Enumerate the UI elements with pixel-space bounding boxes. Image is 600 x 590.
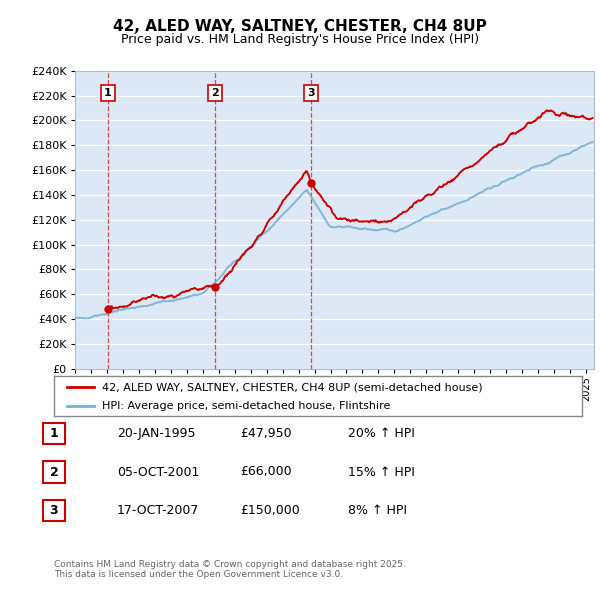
Text: 17-OCT-2007: 17-OCT-2007 bbox=[117, 504, 199, 517]
Text: Contains HM Land Registry data © Crown copyright and database right 2025.
This d: Contains HM Land Registry data © Crown c… bbox=[54, 560, 406, 579]
Text: 3: 3 bbox=[307, 88, 315, 98]
Text: 20% ↑ HPI: 20% ↑ HPI bbox=[348, 427, 415, 440]
Text: 1: 1 bbox=[104, 88, 112, 98]
Text: £66,000: £66,000 bbox=[240, 466, 292, 478]
Text: 2: 2 bbox=[50, 466, 58, 478]
Text: 15% ↑ HPI: 15% ↑ HPI bbox=[348, 466, 415, 478]
Text: 20-JAN-1995: 20-JAN-1995 bbox=[117, 427, 196, 440]
Text: 42, ALED WAY, SALTNEY, CHESTER, CH4 8UP (semi-detached house): 42, ALED WAY, SALTNEY, CHESTER, CH4 8UP … bbox=[101, 382, 482, 392]
Text: £47,950: £47,950 bbox=[240, 427, 292, 440]
Text: 2: 2 bbox=[211, 88, 219, 98]
Text: 1: 1 bbox=[50, 427, 58, 440]
Text: £150,000: £150,000 bbox=[240, 504, 300, 517]
Text: HPI: Average price, semi-detached house, Flintshire: HPI: Average price, semi-detached house,… bbox=[101, 401, 390, 411]
Text: 3: 3 bbox=[50, 504, 58, 517]
Text: 42, ALED WAY, SALTNEY, CHESTER, CH4 8UP: 42, ALED WAY, SALTNEY, CHESTER, CH4 8UP bbox=[113, 19, 487, 34]
Text: Price paid vs. HM Land Registry's House Price Index (HPI): Price paid vs. HM Land Registry's House … bbox=[121, 33, 479, 46]
Text: 05-OCT-2001: 05-OCT-2001 bbox=[117, 466, 199, 478]
Text: 8% ↑ HPI: 8% ↑ HPI bbox=[348, 504, 407, 517]
